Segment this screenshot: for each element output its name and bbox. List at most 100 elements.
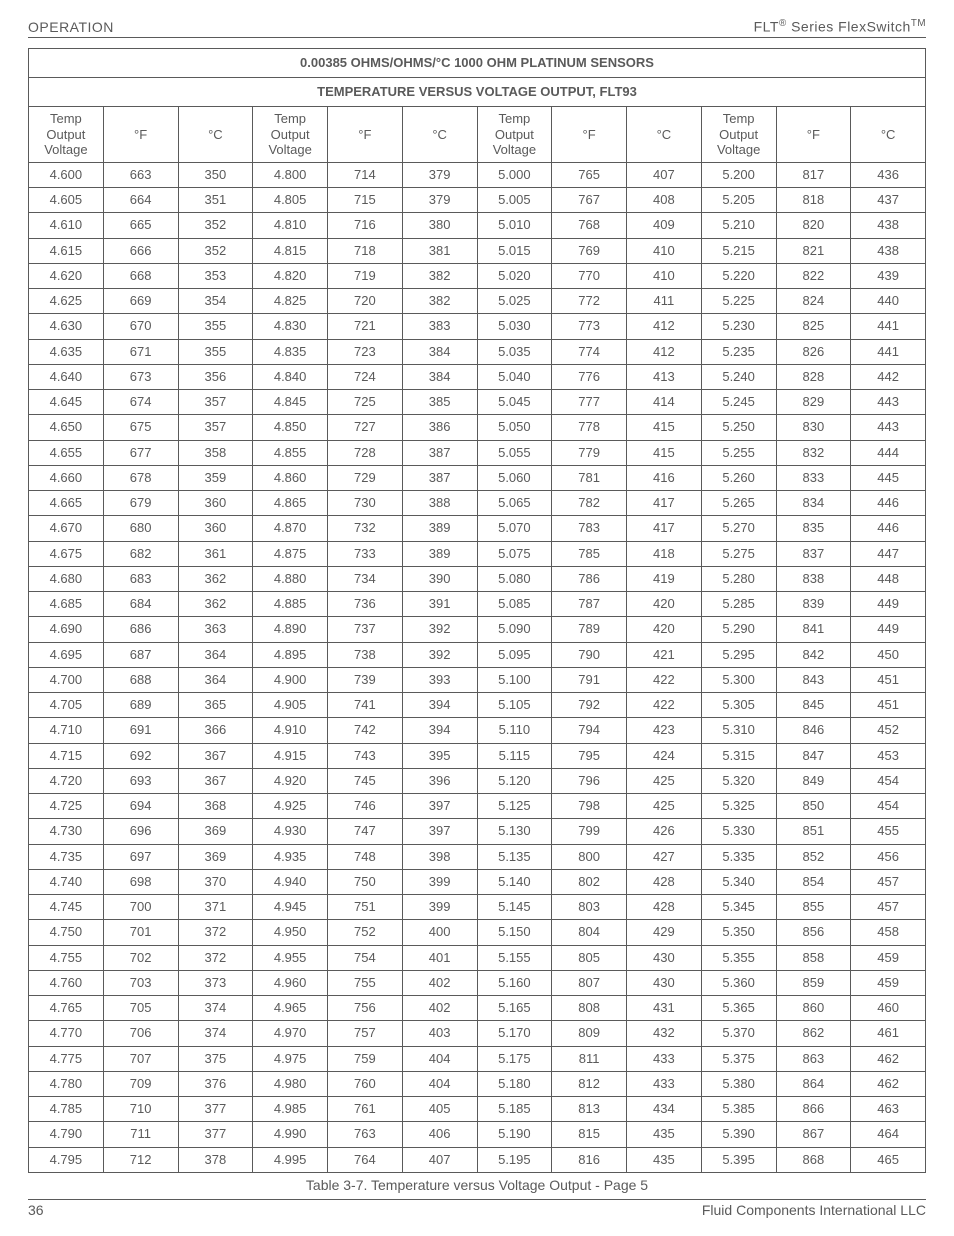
table-cell: 5.210 <box>701 213 776 238</box>
table-cell: 5.010 <box>477 213 552 238</box>
table-cell: 440 <box>851 289 926 314</box>
table-cell: 834 <box>776 491 851 516</box>
table-cell: 441 <box>851 314 926 339</box>
table-cell: 366 <box>178 718 253 743</box>
table-cell: 394 <box>402 718 477 743</box>
table-cell: 5.120 <box>477 768 552 793</box>
table-cell: 388 <box>402 491 477 516</box>
table-cell: 441 <box>851 339 926 364</box>
table-cell: 4.820 <box>253 263 328 288</box>
table-row: 4.6156663524.8157183815.0157694105.21582… <box>29 238 926 263</box>
table-cell: 777 <box>552 390 627 415</box>
table-cell: 378 <box>178 1147 253 1172</box>
table-cell: 737 <box>328 617 403 642</box>
table-cell: 5.190 <box>477 1122 552 1147</box>
table-cell: 5.310 <box>701 718 776 743</box>
table-cell: 357 <box>178 390 253 415</box>
table-row: 4.6756823614.8757333895.0757854185.27583… <box>29 541 926 566</box>
col-c-1: °C <box>178 107 253 163</box>
col-v-2: Temp Output Voltage <box>253 107 328 163</box>
table-cell: 446 <box>851 491 926 516</box>
table-cell: 384 <box>402 339 477 364</box>
table-cell: 412 <box>627 314 702 339</box>
table-cell: 732 <box>328 516 403 541</box>
col-v-3: Temp Output Voltage <box>477 107 552 163</box>
table-cell: 705 <box>103 996 178 1021</box>
table-cell: 402 <box>402 970 477 995</box>
table-cell: 666 <box>103 238 178 263</box>
table-cell: 5.390 <box>701 1122 776 1147</box>
table-cell: 352 <box>178 213 253 238</box>
table-cell: 5.365 <box>701 996 776 1021</box>
table-cell: 428 <box>627 895 702 920</box>
table-cell: 444 <box>851 440 926 465</box>
table-cell: 434 <box>627 1097 702 1122</box>
table-cell: 4.725 <box>29 794 104 819</box>
table-cell: 712 <box>103 1147 178 1172</box>
table-cell: 5.255 <box>701 440 776 465</box>
table-cell: 397 <box>402 794 477 819</box>
table-cell: 4.640 <box>29 364 104 389</box>
table-cell: 364 <box>178 667 253 692</box>
table-cell: 439 <box>851 263 926 288</box>
table-cell: 419 <box>627 566 702 591</box>
table-cell: 693 <box>103 768 178 793</box>
table-cell: 430 <box>627 945 702 970</box>
table-cell: 4.790 <box>29 1122 104 1147</box>
table-cell: 5.395 <box>701 1147 776 1172</box>
table-row: 4.7807093764.9807604045.1808124335.38086… <box>29 1071 926 1096</box>
table-cell: 354 <box>178 289 253 314</box>
table-cell: 862 <box>776 1021 851 1046</box>
table-cell: 377 <box>178 1122 253 1147</box>
table-cell: 4.630 <box>29 314 104 339</box>
table-cell: 4.670 <box>29 516 104 541</box>
table-cell: 465 <box>851 1147 926 1172</box>
table-cell: 833 <box>776 465 851 490</box>
table-cell: 461 <box>851 1021 926 1046</box>
col-c-3: °C <box>627 107 702 163</box>
table-cell: 413 <box>627 364 702 389</box>
table-row: 4.7306963694.9307473975.1307994265.33085… <box>29 819 926 844</box>
table-cell: 377 <box>178 1097 253 1122</box>
col-f-1: °F <box>103 107 178 163</box>
table-cell: 375 <box>178 1046 253 1071</box>
table-cell: 355 <box>178 339 253 364</box>
table-cell: 4.885 <box>253 592 328 617</box>
table-cell: 822 <box>776 263 851 288</box>
table-row: 4.6856843624.8857363915.0857874205.28583… <box>29 592 926 617</box>
table-cell: 423 <box>627 718 702 743</box>
table-cell: 399 <box>402 895 477 920</box>
table-cell: 4.880 <box>253 566 328 591</box>
table-row: 4.6306703554.8307213835.0307734125.23082… <box>29 314 926 339</box>
table-cell: 407 <box>627 162 702 187</box>
table-cell: 402 <box>402 996 477 1021</box>
table-cell: 710 <box>103 1097 178 1122</box>
table-cell: 4.655 <box>29 440 104 465</box>
table-row: 4.6706803604.8707323895.0707834175.27083… <box>29 516 926 541</box>
table-cell: 4.835 <box>253 339 328 364</box>
table-cell: 698 <box>103 869 178 894</box>
table-cell: 4.710 <box>29 718 104 743</box>
table-cell: 433 <box>627 1071 702 1096</box>
table-cell: 385 <box>402 390 477 415</box>
table-cell: 4.620 <box>29 263 104 288</box>
table-cell: 4.990 <box>253 1122 328 1147</box>
table-cell: 689 <box>103 693 178 718</box>
table-cell: 696 <box>103 819 178 844</box>
table-cell: 4.760 <box>29 970 104 995</box>
table-cell: 462 <box>851 1046 926 1071</box>
table-cell: 4.815 <box>253 238 328 263</box>
table-cell: 828 <box>776 364 851 389</box>
table-row: 4.6006633504.8007143795.0007654075.20081… <box>29 162 926 187</box>
table-cell: 5.370 <box>701 1021 776 1046</box>
table-row: 4.7356973694.9357483985.1358004275.33585… <box>29 844 926 869</box>
table-cell: 670 <box>103 314 178 339</box>
table-cell: 5.265 <box>701 491 776 516</box>
table-cell: 4.715 <box>29 743 104 768</box>
table-cell: 845 <box>776 693 851 718</box>
table-cell: 742 <box>328 718 403 743</box>
table-cell: 4.830 <box>253 314 328 339</box>
table-cell: 4.750 <box>29 920 104 945</box>
table-cell: 4.735 <box>29 844 104 869</box>
table-cell: 453 <box>851 743 926 768</box>
